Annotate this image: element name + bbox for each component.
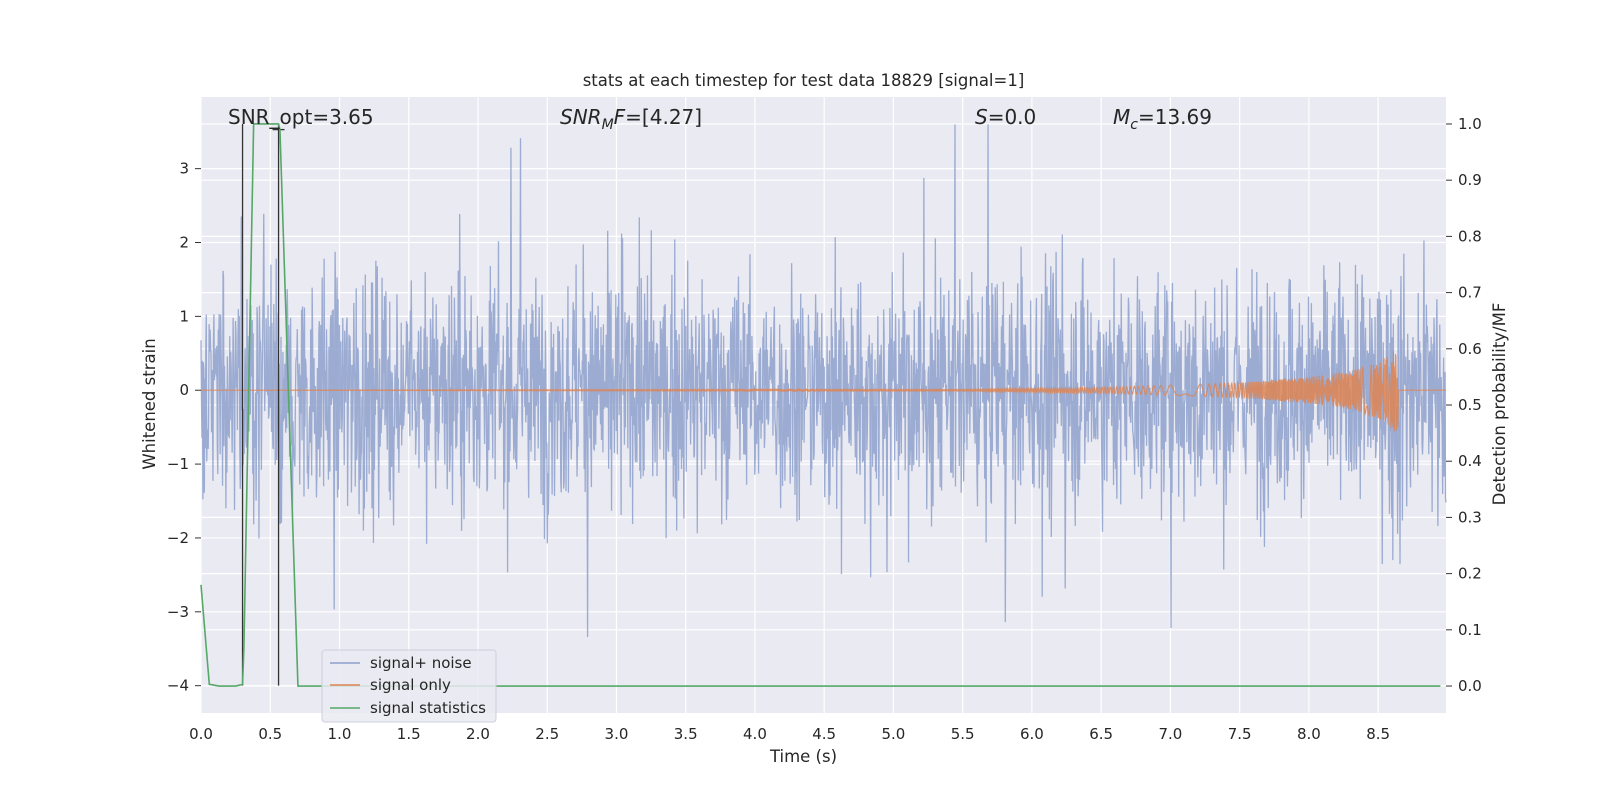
legend-label-noise: signal+ noise <box>370 654 472 672</box>
x-tick-label: 5.0 <box>882 725 906 743</box>
y-tick-label: 0 <box>179 381 189 399</box>
x-tick-label: 8.5 <box>1366 725 1390 743</box>
series-signal-statistics <box>200 123 1441 687</box>
x-axis-label: Time (s) <box>769 747 837 766</box>
x-axis-ticks: 0.0 0.5 1.0 1.5 2.0 2.5 3.0 3.5 4.0 4.5 5.0 5.5 6.0 6… <box>189 725 1390 743</box>
y-tick-label: 3 <box>179 160 189 178</box>
chart-title: stats at each timestep for test data 188… <box>583 71 1025 90</box>
annotation-snr-opt: SNR_opt=3.65 <box>228 105 374 129</box>
x-tick-label: 0.0 <box>189 725 213 743</box>
legend-label-stat: signal statistics <box>370 699 486 717</box>
marker-lines <box>241 123 285 686</box>
x-tick-label: 2.0 <box>466 725 490 743</box>
y-tick-label: −3 <box>167 603 189 621</box>
y-right-tick-label: 0.4 <box>1458 452 1482 470</box>
x-tick-label: 6.0 <box>1020 725 1044 743</box>
legend-label-signal: signal only <box>370 676 451 694</box>
y-axis-right-label: Detection probability/MF <box>1490 303 1509 506</box>
y-right-tick-label: 1.0 <box>1458 115 1482 133</box>
statistics-trace <box>200 123 1441 687</box>
y-tick-label: −4 <box>167 677 189 695</box>
y-right-tick-label: 0.6 <box>1458 340 1482 358</box>
y-axis-label: Whitened strain <box>140 338 159 469</box>
x-tick-label: 2.5 <box>535 725 559 743</box>
series-signal-noise <box>200 124 1447 638</box>
annotation-mc: Mc=13.69 <box>1113 105 1212 133</box>
x-tick-label: 7.0 <box>1158 725 1182 743</box>
x-tick-label: 7.5 <box>1228 725 1252 743</box>
signal-trace <box>201 351 1446 432</box>
y-right-tick-label: 0.1 <box>1458 621 1482 639</box>
annotation-snr-mf: SNRMF=[4.27] <box>560 105 702 133</box>
y-right-tick-label: 0.9 <box>1458 171 1482 189</box>
x-tick-label: 1.0 <box>328 725 352 743</box>
y-tick-label: 1 <box>179 307 189 325</box>
x-tick-label: 5.5 <box>951 725 975 743</box>
x-tick-label: 4.5 <box>812 725 836 743</box>
x-tick-label: 8.0 <box>1297 725 1321 743</box>
x-tick-label: 3.0 <box>605 725 629 743</box>
legend-box <box>321 649 497 723</box>
noise-trace <box>200 124 1447 638</box>
x-tick-label: 1.5 <box>397 725 421 743</box>
y-right-tick-label: 0.7 <box>1458 284 1482 302</box>
x-tick-label: 4.0 <box>743 725 767 743</box>
y-axis-right-ticks: 0.0 0.1 0.2 0.3 0.4 0.5 0.6 0.7 0.8 0.9 1.0 <box>1446 115 1482 695</box>
y-right-tick-label: 0.8 <box>1458 227 1482 245</box>
x-tick-label: 0.5 <box>258 725 282 743</box>
y-right-tick-label: 0.0 <box>1458 677 1482 695</box>
series-signal-only <box>201 351 1446 432</box>
y-tick-label: 2 <box>179 234 189 252</box>
x-tick-label: 3.5 <box>674 725 698 743</box>
legend: signal+ noise signal only signal statist… <box>321 649 497 723</box>
y-axis-left-ticks: −4 −3 −2 −1 0 1 2 3 <box>167 160 201 695</box>
annotation-s: S=0.0 <box>975 105 1036 129</box>
y-right-tick-label: 0.2 <box>1458 565 1482 583</box>
y-right-tick-label: 0.5 <box>1458 396 1482 414</box>
x-tick-label: 6.5 <box>1089 725 1113 743</box>
y-tick-label: −2 <box>167 529 189 547</box>
y-tick-label: −1 <box>167 455 189 473</box>
y-right-tick-label: 0.3 <box>1458 508 1482 526</box>
